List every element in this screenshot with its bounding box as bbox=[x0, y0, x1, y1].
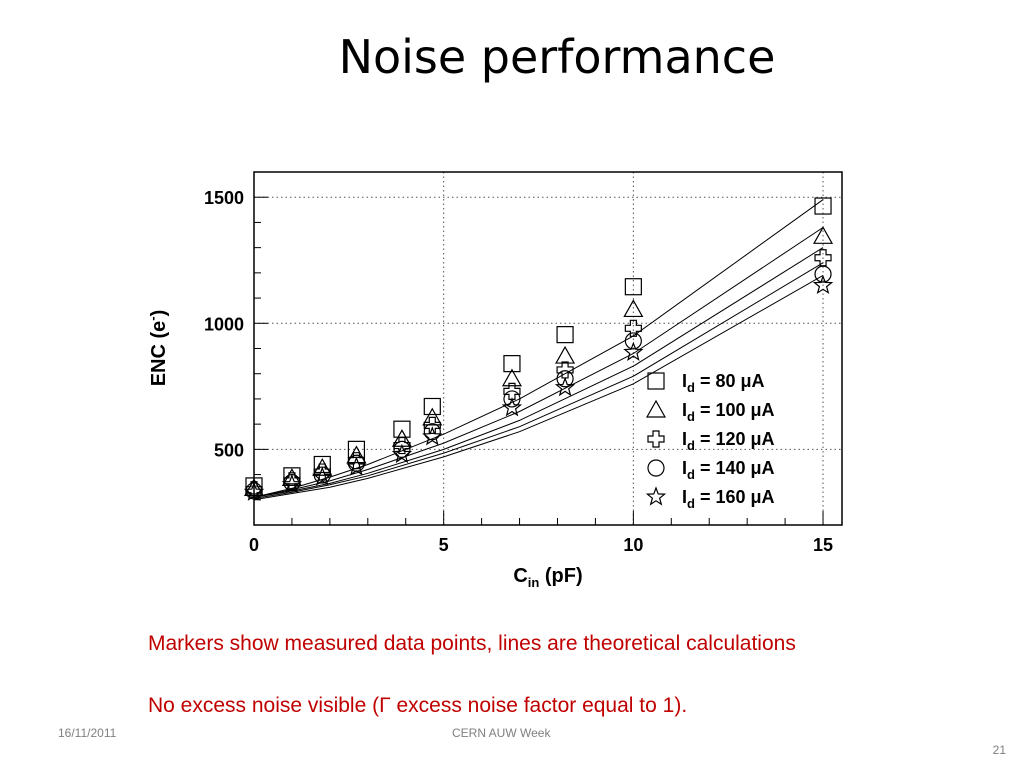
x-tick-label: 15 bbox=[813, 535, 833, 555]
footer-date: 16/11/2011 bbox=[58, 726, 117, 740]
data-point-square bbox=[313, 455, 331, 474]
fit-lines bbox=[253, 199, 824, 501]
data-point-circle bbox=[393, 440, 411, 458]
legend-label-sub: d bbox=[687, 496, 695, 511]
footer-event: CERN AUW Week bbox=[452, 726, 551, 740]
legend-marker-cross bbox=[647, 430, 665, 448]
data-point-star bbox=[346, 456, 367, 476]
x-tick-label: 0 bbox=[249, 535, 259, 555]
y-axis-title-sup: - bbox=[145, 316, 160, 320]
x-tick-label: 5 bbox=[439, 535, 449, 555]
data-point-square bbox=[624, 278, 642, 296]
y-axis-title-main: ENC (e bbox=[148, 321, 170, 387]
data-point-square bbox=[423, 397, 441, 416]
data-point-cross bbox=[347, 452, 366, 470]
legend-label-sub: d bbox=[687, 409, 695, 424]
legend-label: Id = 140 μA bbox=[682, 458, 775, 482]
data-point-square bbox=[814, 197, 832, 215]
data-point-star bbox=[281, 474, 303, 494]
legend-label-prefix: I bbox=[682, 400, 687, 420]
data-point-cross bbox=[814, 249, 832, 267]
x-tick-label: 10 bbox=[623, 535, 643, 555]
data-point-star bbox=[312, 466, 333, 486]
legend-label-suffix: = 160 μA bbox=[695, 487, 775, 507]
data-point-cross bbox=[503, 382, 521, 400]
data-point-star bbox=[812, 274, 834, 295]
data-markers bbox=[243, 197, 834, 501]
legend-label-suffix: = 140 μA bbox=[695, 458, 775, 478]
data-point-triangle bbox=[346, 445, 367, 464]
x-axis-title-rest: (pF) bbox=[539, 565, 582, 587]
legend-label-prefix: I bbox=[682, 458, 687, 478]
legend-label: Id = 160 μA bbox=[682, 487, 775, 511]
page-number: 21 bbox=[992, 743, 1006, 757]
data-point-star bbox=[501, 397, 523, 417]
data-point-circle bbox=[624, 332, 642, 350]
data-point-triangle bbox=[813, 226, 834, 244]
legend-label-suffix: = 80 μA bbox=[695, 371, 765, 391]
data-point-triangle bbox=[623, 299, 644, 318]
slide-title: Noise performance bbox=[338, 30, 776, 84]
fit-line bbox=[253, 274, 824, 501]
tick-labels: 0 5 10 15 500 1000 1500 bbox=[204, 188, 833, 555]
legend-label: Id = 100 μA bbox=[682, 400, 775, 424]
data-point-circle bbox=[814, 265, 832, 283]
data-point-square bbox=[283, 467, 301, 485]
data-point-circle bbox=[556, 370, 574, 388]
data-point-cross bbox=[624, 319, 642, 337]
legend-label: Id = 80 μA bbox=[682, 371, 765, 395]
data-point-star bbox=[391, 443, 413, 464]
data-point-square bbox=[556, 326, 574, 344]
y-axis-title-rest: ) bbox=[148, 310, 170, 317]
caption-line-2: No excess noise visible (Γ excess noise … bbox=[148, 694, 688, 717]
data-point-cross bbox=[313, 463, 331, 481]
data-point-triangle bbox=[422, 407, 443, 426]
legend-label-sub: d bbox=[687, 438, 695, 453]
y-tick-label: 1000 bbox=[204, 314, 244, 334]
legend-label-prefix: I bbox=[682, 487, 687, 507]
data-point-circle bbox=[423, 423, 441, 441]
x-axis-title-sub: in bbox=[528, 575, 540, 590]
noise-chart: 0 5 10 15 500 1000 1500 Cin (pF) ENC (e-) Id =… bbox=[145, 171, 843, 590]
data-point-triangle bbox=[555, 345, 576, 364]
legend-label-prefix: I bbox=[682, 429, 687, 449]
legend-label-suffix: = 100 μA bbox=[695, 400, 775, 420]
data-point-triangle bbox=[312, 458, 333, 476]
legend-label-sub: d bbox=[687, 380, 695, 395]
data-point-cross bbox=[556, 361, 574, 379]
y-axis-title: ENC (e-) bbox=[145, 310, 170, 387]
legend-marker-star bbox=[645, 486, 667, 506]
fit-line bbox=[253, 199, 824, 498]
fit-line bbox=[253, 227, 824, 498]
fit-line bbox=[253, 262, 824, 499]
legend-label: Id = 120 μA bbox=[682, 429, 775, 453]
y-tick-label: 1500 bbox=[204, 188, 244, 208]
caption-line-1: Markers show measured data points, lines… bbox=[148, 632, 796, 655]
data-point-star bbox=[554, 376, 576, 397]
legend-label-prefix: I bbox=[682, 371, 687, 391]
data-point-circle bbox=[503, 390, 521, 408]
data-point-square bbox=[503, 355, 521, 373]
data-point-cross bbox=[283, 472, 301, 490]
data-point-star bbox=[422, 426, 443, 446]
data-point-cross bbox=[393, 436, 411, 455]
legend-marker-circle bbox=[647, 459, 665, 477]
legend-label-sub: d bbox=[687, 467, 695, 482]
y-tick-label: 500 bbox=[214, 440, 244, 460]
legend-marker-triangle bbox=[645, 399, 667, 418]
x-axis-title-main: C bbox=[513, 565, 527, 587]
axis-ticks bbox=[253, 171, 824, 526]
x-axis-title: Cin (pF) bbox=[513, 565, 582, 590]
legend-marker-square bbox=[647, 372, 665, 390]
data-point-triangle bbox=[501, 368, 522, 387]
data-point-star bbox=[623, 341, 644, 361]
legend-label-suffix: = 120 μA bbox=[695, 429, 775, 449]
